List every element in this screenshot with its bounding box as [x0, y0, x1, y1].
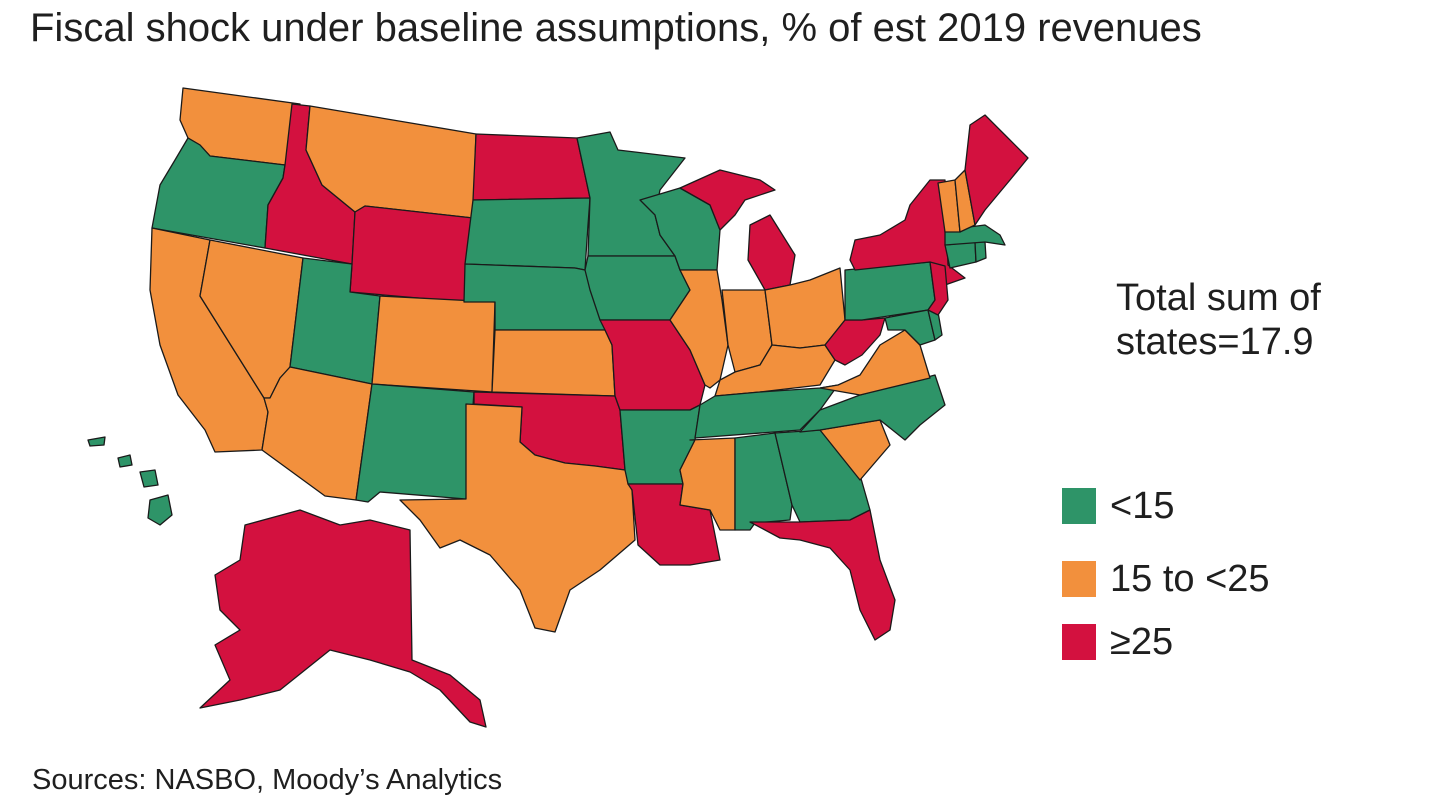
state-arizona	[261, 366, 373, 501]
state-kansas	[491, 329, 616, 397]
state-new-jersey	[927, 261, 949, 316]
total-note: Total sum of states=17.9	[1116, 276, 1416, 364]
legend-label-high: ≥25	[1110, 621, 1174, 663]
state-colorado	[371, 295, 496, 393]
state-illinois	[669, 269, 729, 389]
state-rhode-island	[974, 241, 987, 263]
state-texas	[399, 403, 636, 633]
state-iowa	[584, 255, 691, 321]
total-note-line-2: states=17.9	[1116, 321, 1314, 363]
legend-label-mid: 15 to <25	[1110, 558, 1270, 600]
state-new-mexico	[355, 383, 475, 503]
state-hawaii	[87, 436, 173, 526]
state-connecticut	[944, 241, 977, 269]
state-florida	[749, 509, 896, 641]
legend-swatch-mid	[1062, 561, 1096, 597]
legend-swatch-high	[1062, 624, 1096, 660]
legend-item-low: <15	[1062, 485, 1402, 527]
state-north-dakota	[472, 133, 591, 201]
total-note-line-1: Total sum of	[1116, 277, 1321, 319]
legend-item-mid: 15 to <25	[1062, 558, 1402, 600]
state-maine	[964, 114, 1029, 226]
state-south-dakota	[464, 197, 591, 271]
state-wyoming	[349, 205, 474, 303]
map-title: Fiscal shock under baseline assumptions,…	[30, 6, 1202, 50]
legend-label-low: <15	[1110, 485, 1175, 527]
state-alaska	[199, 509, 487, 728]
legend-swatch-low	[1062, 488, 1096, 524]
legend-item-high: ≥25	[1062, 621, 1402, 663]
source-note: Sources: NASBO, Moody’s Analytics	[32, 764, 503, 796]
